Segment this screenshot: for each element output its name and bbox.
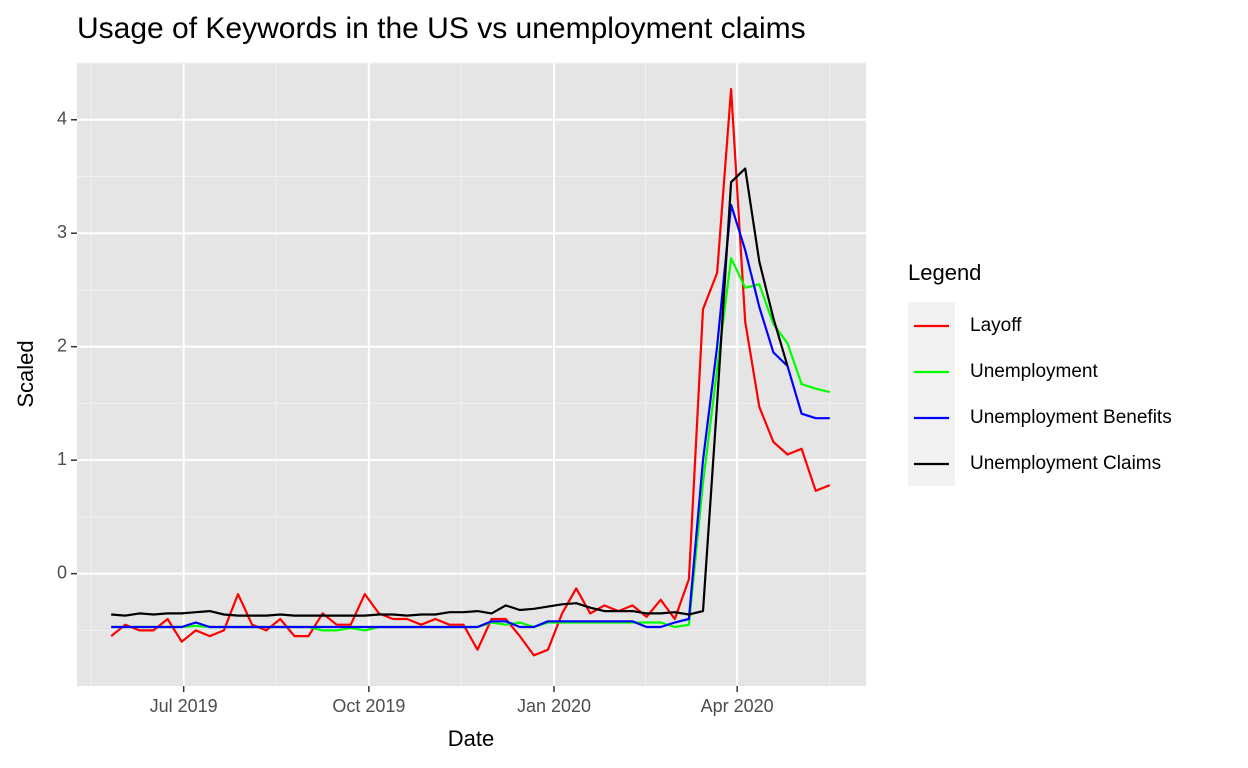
series-line bbox=[111, 167, 789, 617]
y-axis-title: Scaled bbox=[13, 340, 38, 407]
y-tick-label: 2 bbox=[57, 335, 67, 355]
series-line bbox=[110, 88, 831, 657]
legend-label: Unemployment Benefits bbox=[970, 407, 1172, 428]
series-line bbox=[111, 203, 830, 629]
legend-label: Layoff bbox=[970, 315, 1022, 336]
x-tick-label: Oct 2019 bbox=[332, 696, 405, 716]
y-tick-label: 1 bbox=[57, 449, 67, 469]
legend-label: Unemployment bbox=[970, 361, 1098, 382]
x-tick-label: Jul 2019 bbox=[150, 696, 218, 716]
legend-title: Legend bbox=[908, 260, 981, 285]
legend-key-background bbox=[908, 302, 955, 486]
y-tick-label: 4 bbox=[57, 108, 67, 128]
legend-label: Unemployment Claims bbox=[970, 453, 1161, 474]
x-tick-label: Apr 2020 bbox=[701, 696, 774, 716]
y-tick-label: 0 bbox=[57, 562, 67, 582]
plot-panel bbox=[77, 63, 866, 686]
x-axis-title: Date bbox=[448, 726, 494, 751]
chart-title: Usage of Keywords in the US vs unemploym… bbox=[77, 12, 806, 45]
y-tick-label: 3 bbox=[57, 222, 67, 242]
x-tick-label: Jan 2020 bbox=[517, 696, 591, 716]
